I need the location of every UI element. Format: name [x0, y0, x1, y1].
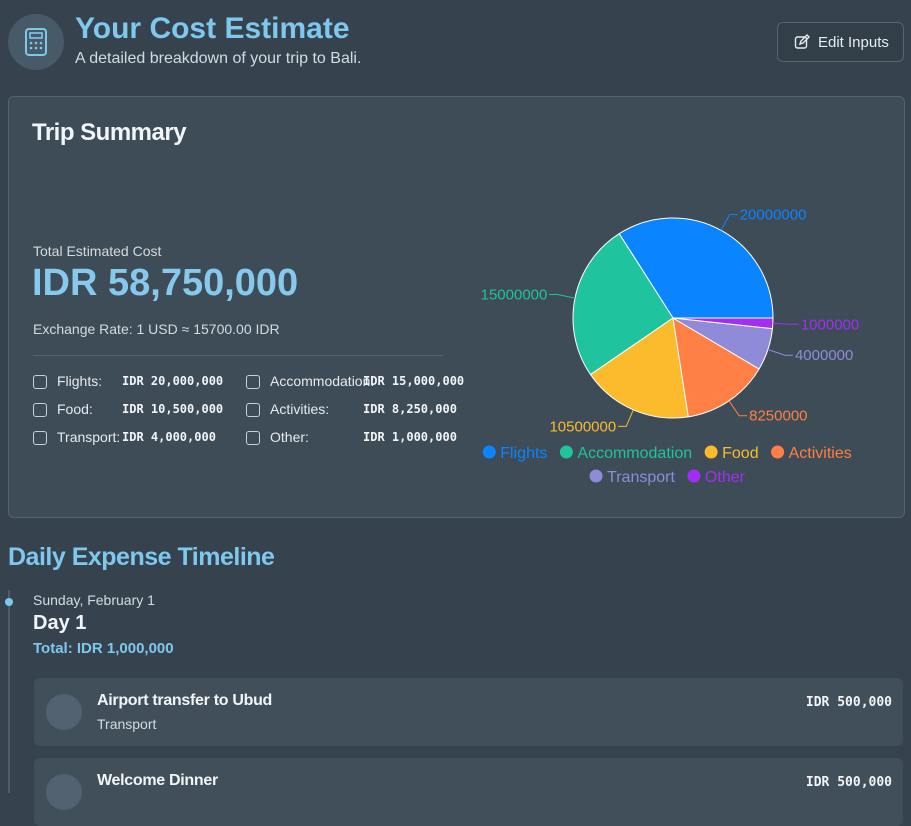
legend-marker — [589, 469, 603, 483]
timeline-line — [8, 590, 10, 793]
edit-icon — [794, 34, 810, 49]
label-line — [772, 322, 799, 325]
data-label: 1000000 — [801, 316, 859, 333]
legend-label: Activities — [789, 445, 852, 462]
legend-label: Flights — [500, 445, 547, 462]
item-label: Activities: — [270, 401, 330, 417]
legend-label: Transport — [607, 469, 675, 486]
total-label: Total Estimated Cost — [33, 243, 162, 259]
legend-marker — [559, 445, 573, 459]
calculator-icon — [25, 28, 47, 56]
day-total: Total: IDR 1,000,000 — [33, 640, 174, 657]
item-icon — [246, 403, 260, 417]
legend-label: Accommodation — [577, 445, 692, 462]
edit-button[interactable]: Edit Inputs — [777, 22, 904, 62]
label-line — [549, 293, 576, 299]
expense-amount: IDR 500,000 — [805, 775, 892, 790]
header-icon — [8, 14, 64, 70]
label-line — [728, 400, 748, 417]
expense-category: Transport — [97, 716, 157, 732]
item-amount: IDR 15,000,000 — [363, 374, 465, 388]
divider — [33, 355, 443, 356]
page-subtitle: A detailed breakdown of your trip to Bal… — [75, 50, 362, 67]
pie-slice — [672, 317, 760, 418]
timeline-dot — [5, 598, 13, 606]
data-label: 8250000 — [749, 408, 807, 425]
legend-marker — [771, 445, 785, 459]
exchange-rate: Exchange Rate: 1 USD ≈ 15700.00 IDR — [33, 321, 280, 337]
item-amount: IDR 4,000,000 — [122, 430, 216, 444]
item-label: Other: — [270, 429, 309, 445]
pie-chart: 20000000 15000000 10500000 8250000 4000000 10… — [481, 207, 860, 486]
expense-icon — [46, 694, 82, 730]
data-label: 20000000 — [740, 207, 807, 224]
item-icon — [33, 403, 47, 417]
expense-card — [34, 678, 903, 746]
legend-marker — [704, 445, 718, 459]
item-label: Accommodation: — [270, 373, 375, 389]
day-date: Sunday, February 1 — [33, 592, 155, 608]
data-label: 10500000 — [549, 418, 616, 435]
item-label: Food: — [57, 401, 93, 417]
legend-marker — [687, 469, 701, 483]
pie-slice — [618, 217, 774, 319]
item-amount: IDR 10,500,000 — [122, 402, 224, 416]
expense-card — [34, 758, 903, 826]
page-title: Your Cost Estimate — [75, 12, 350, 45]
label-line — [618, 409, 634, 427]
expense-amount: IDR 500,000 — [805, 695, 892, 710]
total-value: IDR 58,750,000 — [32, 262, 299, 304]
day-title: Day 1 — [33, 612, 87, 634]
expense-name: Welcome Dinner — [97, 772, 218, 789]
legend-label: Other — [705, 469, 746, 486]
pie-slice — [572, 233, 674, 376]
data-label: 4000000 — [795, 347, 853, 364]
timeline-title: Daily Expense Timeline — [8, 543, 275, 571]
data-label: 15000000 — [481, 286, 548, 303]
summary-title: Trip Summary — [32, 119, 187, 146]
label-line — [767, 349, 793, 356]
item-icon — [246, 375, 260, 389]
item-amount: IDR 8,250,000 — [363, 402, 457, 416]
item-icon — [246, 431, 260, 445]
item-icon — [33, 431, 47, 445]
item-amount: IDR 20,000,000 — [122, 374, 224, 388]
expense-name: Airport transfer to Ubud — [97, 692, 273, 709]
legend-label: Food — [722, 445, 758, 462]
edit-button-label: Edit Inputs — [818, 34, 889, 51]
item-icon — [33, 375, 47, 389]
page: Your Cost Estimate A detailed breakdown … — [5, 12, 905, 826]
item-label: Transport: — [57, 429, 121, 445]
item-label: Flights: — [57, 373, 103, 389]
item-amount: IDR 1,000,000 — [363, 430, 457, 444]
label-line — [720, 214, 738, 231]
legend-marker — [482, 445, 496, 459]
expense-icon — [46, 774, 82, 810]
